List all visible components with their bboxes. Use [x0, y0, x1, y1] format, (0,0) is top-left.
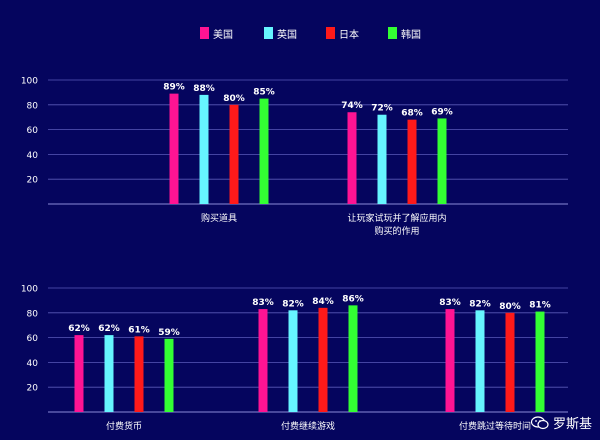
watermark: 罗斯基	[530, 413, 592, 432]
bar	[74, 335, 84, 412]
bar	[318, 307, 328, 412]
bar	[288, 310, 298, 412]
y-tick-label: 40	[27, 151, 39, 161]
chart-legend: 美国 英国 日本 韩国	[0, 24, 600, 44]
bar	[258, 309, 268, 412]
legend-swatch-usa	[200, 27, 209, 39]
watermark-text: 罗斯基	[552, 417, 592, 432]
bar	[199, 94, 209, 204]
y-tick-label: 20	[27, 176, 39, 186]
bar	[104, 335, 114, 412]
data-label: 88%	[193, 84, 215, 94]
legend-label-japan: 日本	[339, 29, 359, 41]
data-label: 82%	[469, 299, 491, 309]
y-tick-label: 40	[27, 359, 39, 369]
data-label: 68%	[401, 109, 423, 119]
chart-panel-1: 20 40 60 80 100 89% 88% 80% 85% 购买道具 74% 72% 68% 69% 让…	[21, 77, 568, 237]
legend-swatch-uk	[264, 27, 273, 39]
x-category-label: 付费继续游戏	[281, 420, 335, 432]
legend-swatch-japan	[326, 27, 335, 39]
y-tick-label: 100	[21, 77, 38, 87]
y-tick-label: 100	[21, 285, 38, 295]
data-label: 84%	[312, 297, 334, 307]
bar	[535, 311, 545, 412]
bar	[348, 305, 358, 412]
x-category-label: 付费货币	[106, 420, 142, 432]
data-label: 80%	[499, 302, 521, 312]
bar	[229, 104, 239, 204]
data-label: 89%	[163, 83, 185, 93]
data-label: 59%	[158, 328, 180, 338]
legend-item-korea: 韩国	[388, 24, 421, 42]
legend-label-korea: 韩国	[401, 29, 421, 41]
bar	[169, 93, 179, 204]
bar	[134, 336, 144, 412]
legend-item-japan: 日本	[326, 24, 359, 42]
data-label: 81%	[529, 301, 551, 311]
x-category-label: 购买的作用	[374, 225, 419, 237]
data-label: 82%	[282, 299, 304, 309]
bar	[475, 310, 485, 412]
y-tick-label: 60	[27, 126, 39, 136]
bar	[259, 98, 269, 204]
y-tick-label: 60	[27, 334, 39, 344]
bar	[437, 118, 447, 204]
bar	[377, 114, 387, 204]
data-label: 72%	[371, 104, 393, 114]
chart-panel-2: 20 40 60 80 100 62% 62% 61% 59% 付费货币 83% 82% 84% 86% 付…	[21, 285, 568, 432]
data-label: 80%	[223, 94, 245, 104]
x-category-label: 购买道具	[201, 212, 237, 224]
bar	[347, 112, 357, 204]
legend-label-uk: 英国	[277, 29, 297, 41]
data-label: 83%	[252, 298, 274, 308]
bar	[164, 338, 174, 412]
bar	[445, 309, 455, 412]
x-category-label: 付费跳过等待时间	[459, 420, 531, 432]
legend-label-usa: 美国	[213, 29, 233, 41]
legend-item-uk: 英国	[264, 24, 297, 42]
y-tick-label: 80	[27, 309, 39, 319]
legend-swatch-korea	[388, 27, 397, 39]
data-label: 86%	[342, 294, 364, 304]
bar	[407, 119, 417, 204]
y-tick-label: 80	[27, 101, 39, 111]
wechat-icon	[530, 415, 549, 430]
data-label: 83%	[439, 298, 461, 308]
data-label: 62%	[98, 324, 120, 334]
data-label: 85%	[253, 88, 275, 98]
bar	[505, 312, 515, 412]
legend-item-usa: 美国	[200, 24, 233, 42]
x-category-label: 让玩家试玩并了解应用内	[347, 212, 446, 224]
data-label: 61%	[128, 325, 150, 335]
y-tick-label: 20	[27, 384, 39, 394]
data-label: 74%	[341, 101, 363, 111]
data-label: 62%	[68, 324, 90, 334]
data-label: 69%	[431, 107, 453, 117]
